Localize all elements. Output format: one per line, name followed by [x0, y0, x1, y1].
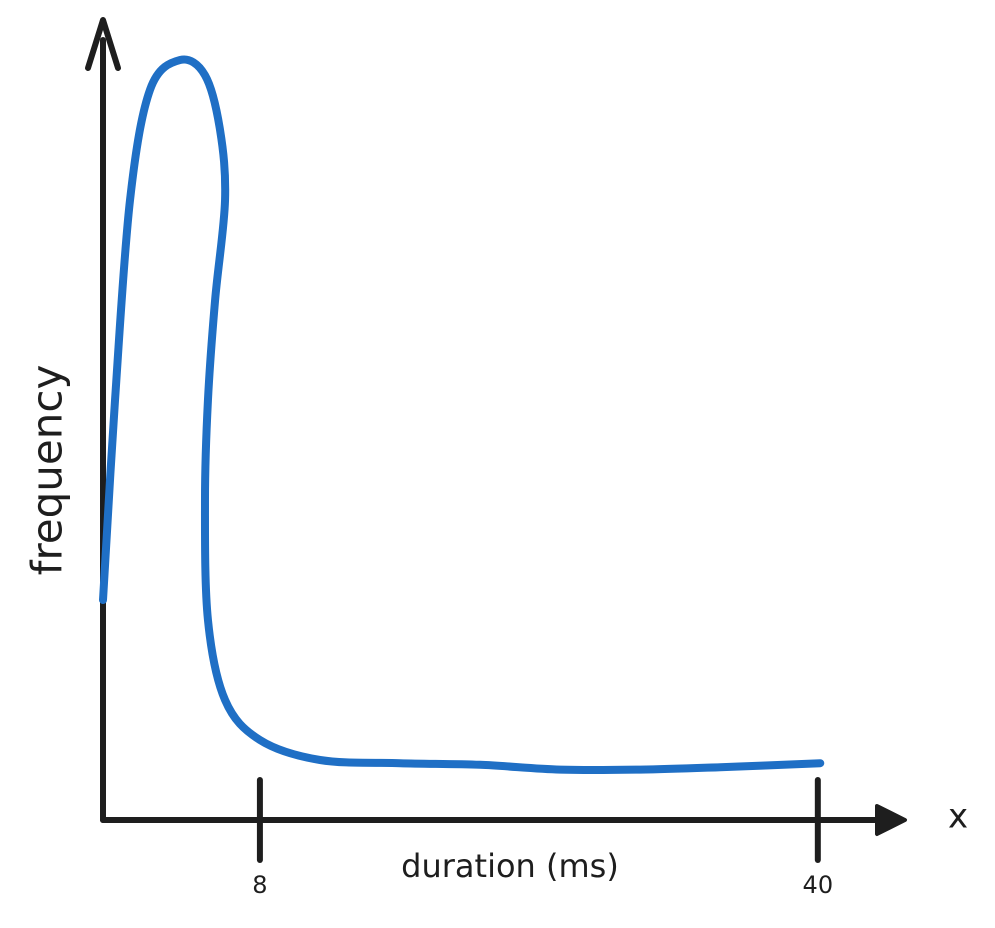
- data-line: [99, 55, 825, 775]
- x-axis-arrow: [875, 804, 907, 836]
- axis-end-label: x: [948, 797, 968, 837]
- y-axis-arrow: [85, 17, 121, 71]
- x-tick-label: 40: [803, 871, 834, 899]
- y-axis-label: frequency: [23, 365, 72, 576]
- x-axis-label: duration (ms): [401, 847, 619, 885]
- x-tick-label: 8: [252, 871, 267, 899]
